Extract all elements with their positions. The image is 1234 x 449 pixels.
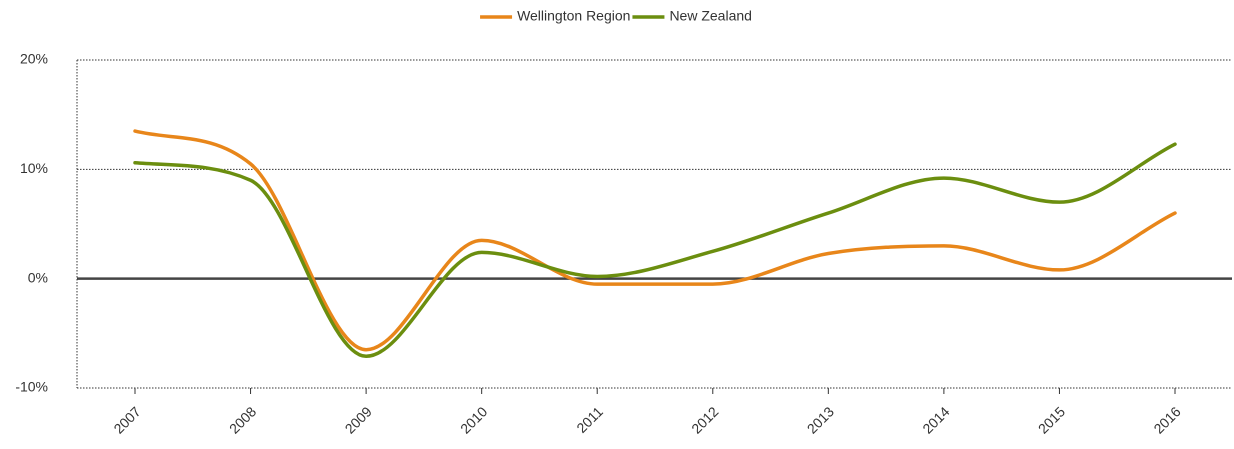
x-tick-label: 2012 <box>688 403 721 436</box>
y-tick-label: 0% <box>28 269 48 285</box>
series-line <box>133 142 1177 359</box>
series-line <box>133 129 1177 352</box>
x-tick-label: 2008 <box>226 403 259 436</box>
y-tick-label: -10% <box>15 379 48 395</box>
x-tick-label: 2009 <box>342 403 375 436</box>
x-tick-label: 2007 <box>110 403 143 436</box>
legend: Wellington Region New Zealand <box>480 8 752 24</box>
x-tick-label: 2013 <box>804 403 837 436</box>
x-tick-label: 2010 <box>457 403 490 436</box>
legend-label: New Zealand <box>669 8 752 24</box>
y-tick-label: 10% <box>20 160 48 176</box>
x-tick-label: 2014 <box>919 403 952 436</box>
x-tick-label: 2015 <box>1035 403 1068 436</box>
x-tick-label: 2016 <box>1150 403 1183 436</box>
legend-label: Wellington Region <box>517 8 630 24</box>
x-tick-label: 2011 <box>573 403 606 436</box>
y-tick-label: 20% <box>20 51 48 67</box>
